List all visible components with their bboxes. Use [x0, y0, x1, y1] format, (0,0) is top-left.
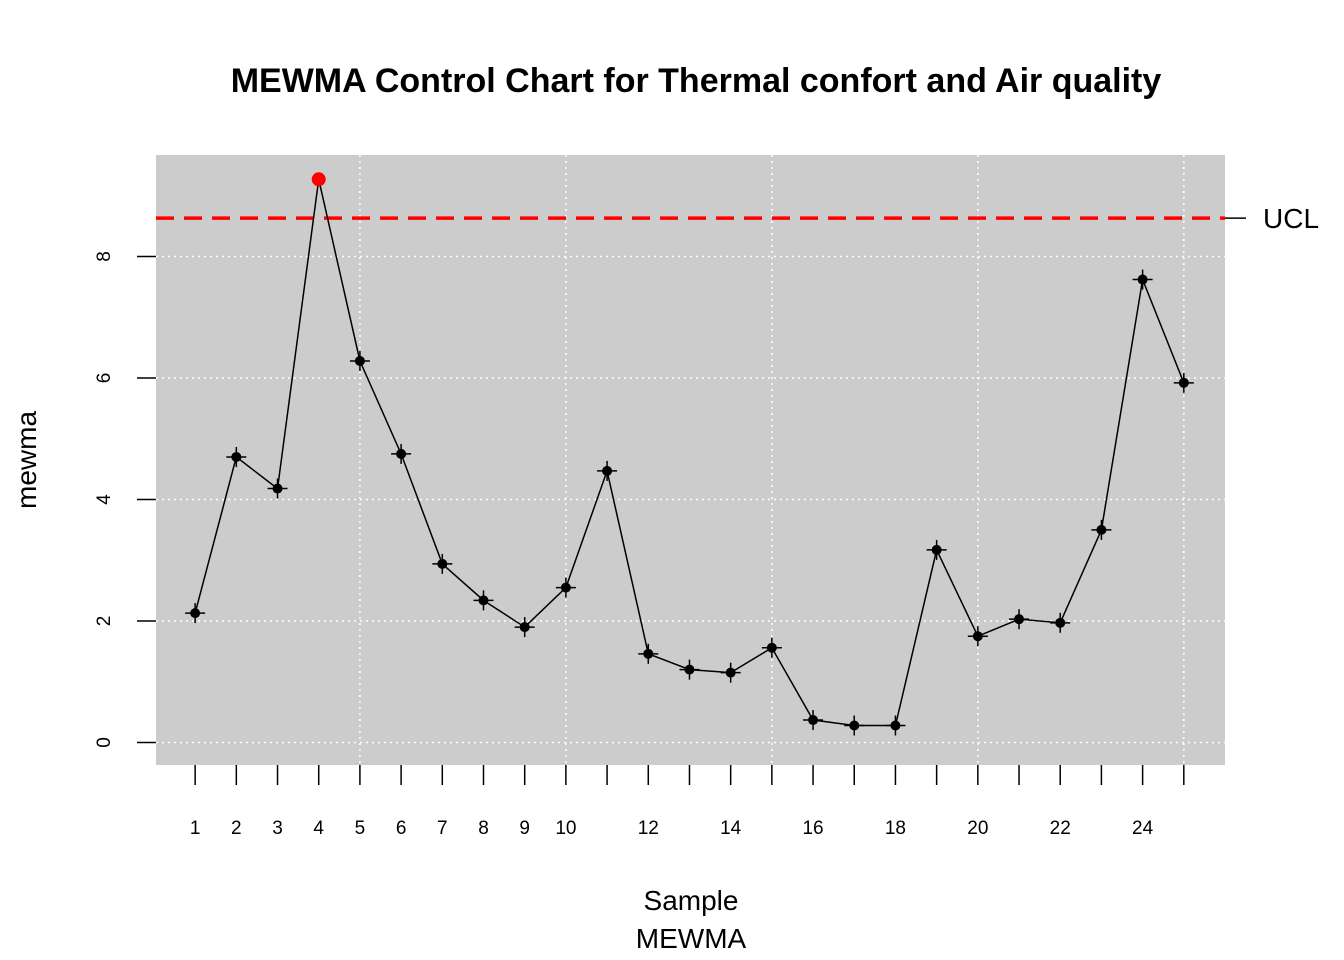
data-point [437, 558, 448, 569]
data-point [931, 544, 942, 555]
data-point [396, 448, 407, 459]
ucl-group: UCL [156, 203, 1319, 234]
x-tick-label: 4 [313, 818, 324, 839]
data-point [519, 622, 530, 633]
x-axis: 1 2 3 4 5 6 7 8 9 10 12 14 16 18 20 22 24 [190, 765, 1185, 839]
data-point [602, 465, 613, 476]
data-point [1096, 524, 1107, 535]
x-tick-label: 2 [231, 818, 242, 839]
y-tick-label: 4 [94, 494, 115, 505]
x-tick-label: 5 [355, 818, 366, 839]
x-tick-label: 8 [478, 818, 489, 839]
data-point [684, 664, 695, 675]
data-point [272, 483, 283, 494]
x-tick-label: 10 [555, 818, 576, 839]
data-point [1055, 617, 1066, 628]
x-tick-label: 14 [720, 818, 742, 839]
data-point [1178, 377, 1189, 388]
x-tick-label: 1 [190, 818, 201, 839]
data-point [808, 715, 819, 726]
x-tick-label: 22 [1050, 818, 1071, 839]
y-axis-title: mewma [11, 411, 42, 509]
data-point [972, 631, 983, 642]
y-tick-label: 6 [94, 373, 115, 384]
data-point [190, 608, 201, 619]
mewma-series [185, 172, 1194, 736]
data-point [643, 648, 654, 659]
x-axis-title: Sample [644, 885, 739, 916]
ucl-label: UCL [1263, 203, 1319, 234]
x-axis-subtitle: MEWMA [636, 923, 747, 954]
data-point [560, 582, 571, 593]
x-tick-label: 16 [802, 818, 823, 839]
data-point [725, 667, 736, 678]
x-tick-label: 6 [396, 818, 407, 839]
y-axis: 0 2 4 6 8 [94, 251, 156, 748]
y-tick-label: 2 [94, 616, 115, 627]
x-tick-label: 7 [437, 818, 448, 839]
x-tick-label: 24 [1132, 818, 1154, 839]
data-point [354, 355, 365, 366]
x-tick-label: 18 [885, 818, 906, 839]
y-tick-label: 0 [94, 737, 115, 748]
data-point [766, 642, 777, 653]
data-point [478, 595, 489, 606]
data-point [1137, 274, 1148, 285]
data-point [890, 720, 901, 731]
x-tick-label: 3 [272, 818, 283, 839]
y-tick-label: 8 [94, 251, 115, 262]
data-point [231, 451, 242, 462]
x-tick-label: 12 [638, 818, 659, 839]
x-tick-label: 20 [967, 818, 988, 839]
grid-lines [156, 155, 1225, 765]
chart-title: MEWMA Control Chart for Thermal confort … [231, 62, 1162, 100]
data-point-out-of-control [311, 172, 326, 187]
data-point [1014, 614, 1025, 625]
data-point [849, 720, 860, 731]
x-tick-label: 9 [519, 818, 530, 839]
